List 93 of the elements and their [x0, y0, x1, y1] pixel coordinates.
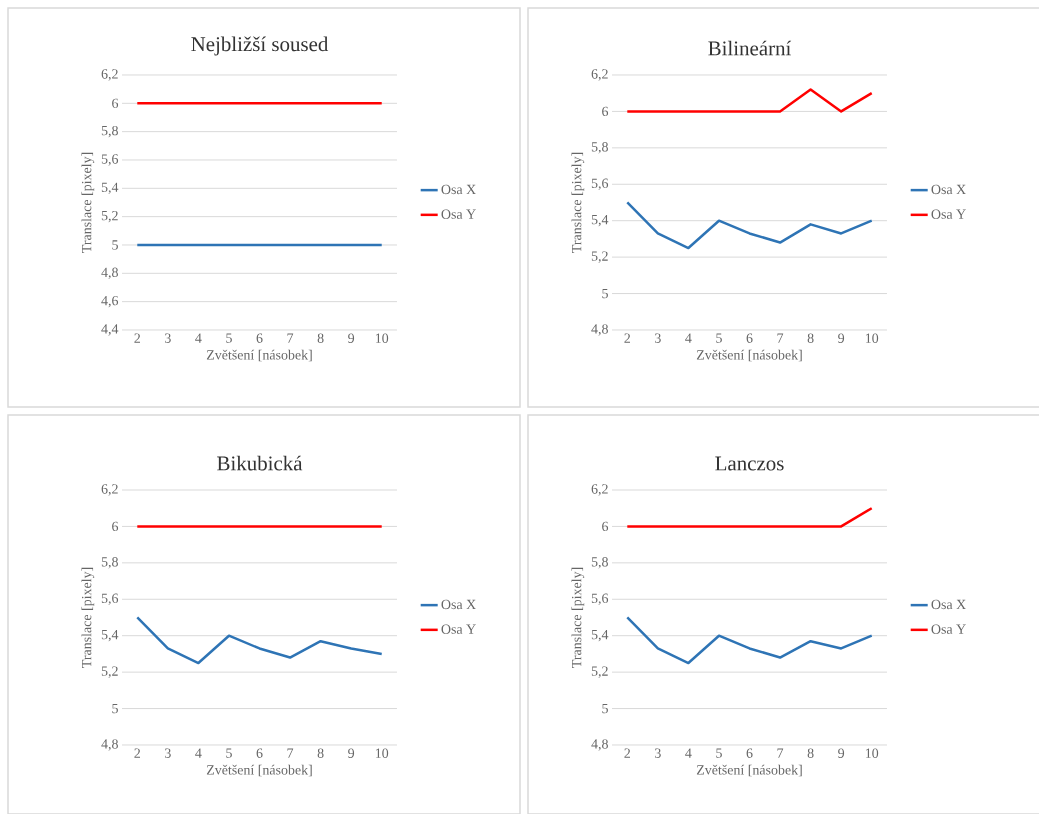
x-tick-label: 8	[807, 748, 814, 758]
x-tick-label: 9	[348, 748, 355, 758]
x-tick-label: 2	[624, 333, 630, 343]
legend-label: Osa X	[441, 184, 476, 195]
y-tick-label: 6,2	[591, 484, 608, 496]
line-series	[626, 616, 873, 665]
x-tick-label: 6	[256, 748, 263, 758]
x-tick-label: 7	[287, 748, 294, 758]
x-tick-label: 4	[685, 333, 692, 343]
y-tick-label: 6	[602, 106, 609, 117]
y-tick-label: 6,2	[591, 69, 608, 81]
x-tick-label: 4	[195, 333, 202, 343]
x-tick-label: 8	[317, 748, 324, 758]
chart-title: Lanczos	[715, 456, 784, 471]
y-tick-label: 6	[112, 98, 119, 109]
y-tick-label: 5,6	[591, 593, 609, 605]
y-tick-label: 6,2	[101, 69, 118, 81]
x-tick-label: 8	[317, 333, 324, 343]
y-tick-label: 6,2	[101, 484, 118, 496]
y-tick-label: 5	[112, 703, 118, 714]
y-tick-label: 5,8	[591, 142, 608, 154]
y-tick-label: 4,8	[101, 267, 118, 280]
y-tick-label: 5,8	[101, 557, 118, 569]
line-series	[626, 201, 873, 250]
y-tick-label: 4,8	[101, 739, 118, 751]
x-tick-label: 6	[256, 333, 263, 343]
x-tick-label: 10	[865, 748, 879, 758]
y-tick-label: 5,2	[101, 666, 118, 678]
y-tick-label: 5	[112, 240, 118, 250]
y-tick-label: 5,6	[101, 154, 119, 166]
y-tick-label: 5,2	[591, 666, 608, 678]
x-tick-label: 6	[746, 748, 753, 758]
legend-label: Osa Y	[931, 209, 966, 219]
y-tick-label: 5,2	[591, 251, 608, 263]
chart-title: Bilineární	[708, 40, 792, 56]
y-tick-label: 5,6	[591, 178, 609, 190]
x-tick-label: 10	[375, 333, 389, 343]
line-series	[136, 616, 383, 665]
x-tick-label: 5	[716, 333, 722, 343]
x-tick-label: 3	[165, 333, 171, 343]
x-axis-title: Zvětšení [násobek]	[206, 764, 312, 777]
x-tick-label: 10	[375, 748, 389, 758]
x-tick-label: 6	[746, 333, 753, 343]
legend-label: Osa X	[441, 599, 476, 610]
chart-title: Nejbližší soused	[191, 36, 329, 56]
y-axis-title: Translace [pixely]	[571, 152, 585, 253]
x-tick-label: 4	[195, 748, 202, 758]
x-axis-title: Zvětšení [násobek]	[696, 764, 802, 777]
x-tick-label: 3	[655, 333, 661, 343]
x-tick-label: 10	[865, 333, 879, 343]
legend-label: Osa X	[931, 184, 966, 195]
x-tick-label: 5	[716, 748, 722, 758]
legend-label: Osa Y	[441, 209, 476, 219]
y-tick-label: 4,8	[591, 739, 608, 751]
x-axis-title: Zvětšení [násobek]	[206, 349, 312, 362]
y-axis-title: Translace [pixely]	[81, 152, 95, 253]
x-tick-label: 5	[226, 748, 232, 758]
y-tick-label: 5,2	[101, 210, 118, 223]
x-tick-label: 7	[777, 748, 784, 758]
x-tick-label: 9	[348, 333, 355, 343]
y-tick-label: 5,4	[591, 215, 609, 227]
legend-label: Osa Y	[441, 624, 476, 634]
y-tick-label: 5,4	[101, 182, 119, 194]
legend-label: Osa X	[931, 599, 966, 610]
y-tick-label: 4,6	[101, 295, 119, 308]
y-tick-label: 5,8	[591, 557, 608, 569]
y-tick-label: 5	[602, 288, 608, 299]
x-tick-label: 2	[624, 748, 630, 758]
x-tick-label: 8	[807, 333, 814, 343]
y-tick-label: 5,4	[101, 630, 119, 642]
x-axis-title: Zvětšení [násobek]	[696, 349, 802, 362]
x-tick-label: 7	[777, 333, 784, 343]
y-tick-label: 5,4	[591, 630, 609, 642]
x-tick-label: 9	[838, 333, 845, 343]
x-tick-label: 3	[165, 748, 171, 758]
y-tick-label: 6	[112, 521, 119, 532]
x-tick-label: 7	[287, 333, 294, 343]
y-tick-label: 5	[602, 703, 608, 714]
y-tick-label: 4,8	[591, 324, 608, 336]
y-tick-label: 4,4	[101, 324, 119, 336]
x-tick-label: 5	[226, 333, 232, 343]
y-tick-label: 5,6	[101, 593, 119, 605]
y-axis-title: Translace [pixely]	[571, 567, 585, 668]
legend-label: Osa Y	[931, 624, 966, 634]
x-tick-label: 9	[838, 748, 845, 758]
chart-title: Bikubická	[217, 455, 303, 471]
x-tick-label: 3	[655, 748, 661, 758]
y-axis-title: Translace [pixely]	[81, 567, 95, 668]
x-tick-label: 2	[134, 748, 140, 758]
x-tick-label: 4	[685, 748, 692, 758]
y-tick-label: 5,8	[101, 125, 118, 138]
y-tick-label: 6	[602, 521, 609, 532]
x-tick-label: 2	[134, 333, 140, 343]
